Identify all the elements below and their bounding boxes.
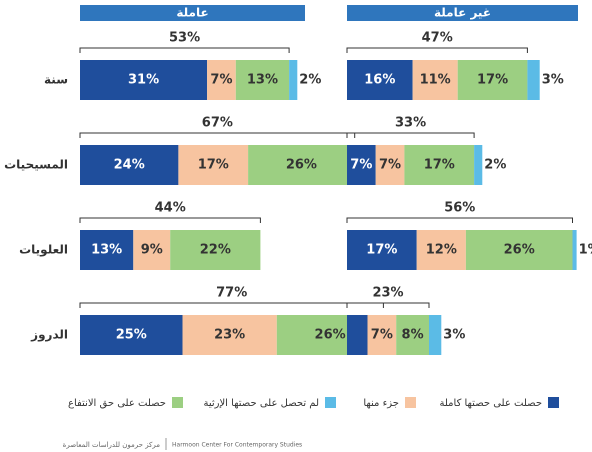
- category-label: سنة: [44, 73, 68, 87]
- bar-segment: [396, 315, 429, 355]
- total-bracket: [346, 132, 475, 138]
- value-label: 8%: [402, 328, 424, 343]
- legend-label: لم تحصل على حصتها الإرثية: [203, 398, 319, 409]
- value-label: 17%: [477, 73, 508, 88]
- bar-segment: [289, 60, 298, 100]
- bar-segment: [572, 230, 577, 270]
- bar-segment: [412, 60, 458, 100]
- bar-segment: [527, 60, 540, 100]
- panel-title: غير عاملة: [434, 6, 491, 20]
- value-label: 13%: [91, 243, 122, 258]
- total-label: 47%: [422, 31, 453, 46]
- total-label: 67%: [202, 116, 233, 131]
- value-label: 2%: [299, 73, 321, 88]
- legend-swatch: [405, 397, 416, 408]
- value-label: 17%: [198, 158, 229, 173]
- value-label: 17%: [366, 243, 397, 258]
- bar-segment: [367, 315, 397, 355]
- value-label: 1%: [579, 243, 592, 258]
- total-bracket: [79, 302, 384, 308]
- total-label: 77%: [216, 286, 247, 301]
- total-label: 44%: [155, 201, 186, 216]
- value-label: 12%: [426, 243, 457, 258]
- bar-segment: [465, 230, 573, 270]
- total-bracket: [346, 47, 528, 53]
- value-label: 13%: [247, 73, 278, 88]
- value-label: 7%: [210, 73, 232, 88]
- bar-segment: [347, 60, 413, 100]
- value-label: 26%: [286, 158, 317, 173]
- value-label: 7%: [350, 158, 372, 173]
- bar-segment: [80, 230, 134, 270]
- value-label: 16%: [364, 73, 395, 88]
- bar-segment: [133, 230, 171, 270]
- bar-segment: [170, 230, 261, 270]
- bar-segment: [182, 315, 277, 355]
- footer-english: Harmoon Center For Contemporary Studies: [172, 442, 302, 449]
- total-bracket: [79, 217, 261, 223]
- legend-label: جزء منها: [363, 398, 399, 409]
- legend-label: حصلت على حصتها كاملة: [440, 398, 543, 409]
- value-label: 9%: [141, 243, 163, 258]
- value-label: 25%: [116, 328, 147, 343]
- value-label: 2%: [484, 158, 506, 173]
- value-label: 26%: [504, 243, 535, 258]
- total-bracket: [79, 47, 290, 53]
- total-bracket: [79, 132, 356, 138]
- panel-header: [80, 5, 305, 21]
- panel-header: [347, 5, 578, 21]
- bar-segment: [416, 230, 466, 270]
- panel-title: عاملة: [176, 6, 208, 20]
- bar-segment: [457, 60, 528, 100]
- bar-segment: [80, 315, 183, 355]
- total-label: 33%: [395, 116, 426, 131]
- value-label: 7%: [379, 158, 401, 173]
- value-label: 3%: [443, 328, 465, 343]
- category-label: الدروز: [30, 328, 68, 343]
- bar-segment: [80, 60, 208, 100]
- total-label: 56%: [444, 201, 475, 216]
- value-label: 31%: [128, 73, 159, 88]
- value-label: 17%: [424, 158, 455, 173]
- legend-swatch: [325, 397, 336, 408]
- total-label: 53%: [169, 31, 200, 46]
- value-label: 3%: [542, 73, 564, 88]
- value-label: 11%: [420, 73, 451, 88]
- footer-arabic: مركز حرمون للدراسات المعاصرة: [63, 441, 161, 449]
- bar-segment: [347, 145, 376, 185]
- legend-swatch: [172, 397, 183, 408]
- value-label: 26%: [315, 328, 346, 343]
- value-label: 23%: [214, 328, 245, 343]
- total-label: 23%: [372, 286, 403, 301]
- legend-swatch: [548, 397, 559, 408]
- value-label: 22%: [200, 243, 231, 258]
- bar-segment: [207, 60, 236, 100]
- bar-segment: [235, 60, 290, 100]
- value-label: 7%: [371, 328, 393, 343]
- bar-segment: [404, 145, 475, 185]
- category-label: العلويات: [19, 243, 68, 258]
- bar-segment: [178, 145, 249, 185]
- legend-label: حصلت على حق الانتفاع: [68, 398, 166, 409]
- bar-segment: [474, 145, 483, 185]
- bar-segment: [347, 230, 417, 270]
- bar-segment: [375, 145, 405, 185]
- value-label: 24%: [114, 158, 145, 173]
- total-bracket: [346, 217, 573, 223]
- bar-segment: [429, 315, 442, 355]
- bar-segment: [248, 145, 355, 185]
- bar-segment: [347, 315, 368, 355]
- category-label: المسيحيات: [4, 158, 68, 172]
- bar-segment: [80, 145, 179, 185]
- total-bracket: [346, 302, 430, 308]
